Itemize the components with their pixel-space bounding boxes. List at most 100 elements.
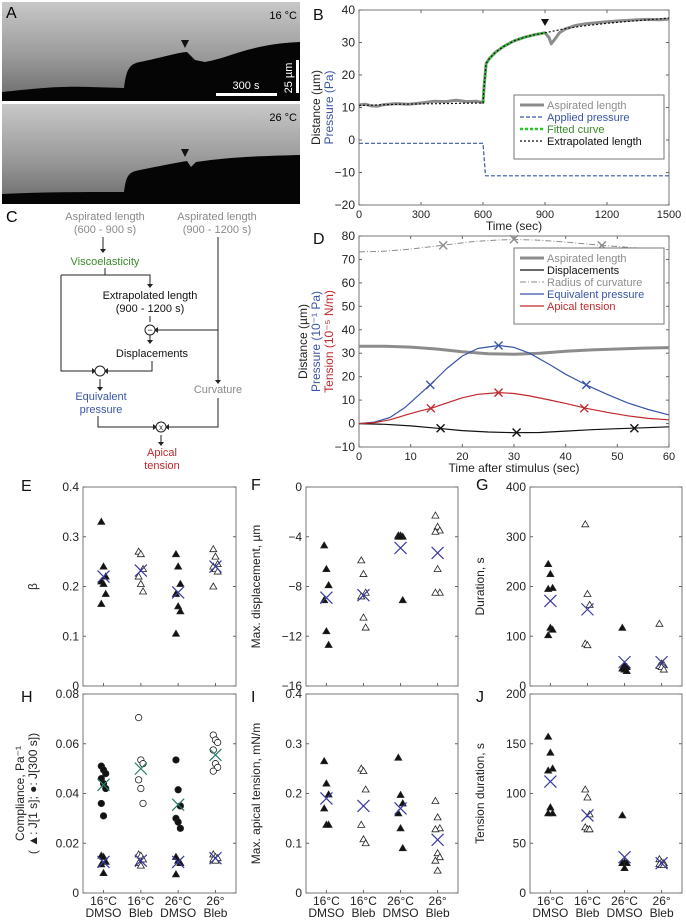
x-tick-label: 1200 bbox=[595, 209, 619, 221]
y-tick-label: 40 bbox=[342, 3, 356, 17]
data-point-triangle bbox=[138, 587, 148, 595]
panel-i-chart: I 0 0.1 0.2 0.3 0.4 Max. apical tension, mN/m 1… bbox=[249, 687, 459, 920]
panel-b-chart: B −20 −10 0 10 20 30 40 Distance (µm) Pressure (P… bbox=[309, 3, 681, 233]
y-tick-label: 0 bbox=[72, 679, 79, 693]
category-label-line1: 26° bbox=[429, 894, 447, 908]
data-point-triangle bbox=[359, 569, 368, 577]
mean-marker bbox=[319, 792, 333, 805]
y-tick-label: 400 bbox=[506, 480, 526, 494]
data-point-triangle bbox=[431, 511, 440, 519]
y-tick-label: 50 bbox=[513, 836, 527, 850]
data-point-triangle bbox=[581, 520, 590, 528]
arrowhead-icon bbox=[181, 149, 189, 157]
x-marker bbox=[579, 403, 589, 413]
arrowhead-icon bbox=[541, 19, 549, 26]
x-tick-label: 300 bbox=[412, 209, 430, 221]
data-point-triangle bbox=[319, 756, 329, 765]
data-point-circle bbox=[102, 784, 110, 793]
x-marker bbox=[512, 427, 522, 437]
data-point-triangle bbox=[543, 584, 553, 592]
legend-entry: Fitted curve bbox=[547, 124, 604, 136]
series-line-aspirated-length bbox=[358, 17, 670, 108]
data-point-triangle bbox=[396, 824, 405, 832]
data-point-circle bbox=[176, 824, 184, 832]
data-point-triangle bbox=[324, 580, 333, 589]
y-axis-label: Pressure (10⁻¹ Pa) bbox=[309, 291, 323, 392]
x-axis-label: Time after stimulus (sec) bbox=[449, 461, 580, 475]
x-tick-label: 10 bbox=[405, 451, 417, 463]
category-label-line1: 26° bbox=[206, 894, 224, 908]
panel-letter-f: F bbox=[251, 477, 261, 494]
data-point-triangle bbox=[361, 785, 370, 793]
panel-letter-e: E bbox=[21, 478, 32, 495]
kymograph-16c-tissue bbox=[2, 42, 300, 101]
category-label-line2: DMSO bbox=[607, 906, 643, 920]
y-tick-label: 50 bbox=[342, 299, 356, 313]
subtract-operator-icon bbox=[144, 324, 156, 336]
data-point-triangle bbox=[209, 544, 218, 553]
series-line-displacements bbox=[358, 423, 670, 434]
panel-letter-c: C bbox=[6, 209, 18, 226]
mean-marker bbox=[209, 748, 222, 762]
panel-letter-g: G bbox=[476, 477, 488, 494]
time-scalebar-label: 300 s bbox=[233, 80, 260, 92]
mean-marker bbox=[209, 851, 222, 865]
data-point-triangle bbox=[433, 564, 442, 572]
data-point-triangle bbox=[431, 825, 440, 833]
y-axis-label: ( ▲: J[1 s]; ●: J[300 s]) bbox=[26, 733, 40, 854]
y-tick-label: −12 bbox=[282, 629, 303, 643]
category-label-line2: Bleb bbox=[129, 906, 153, 920]
y-tick-label: 300 bbox=[506, 530, 526, 544]
category-label-line1: 16°C bbox=[537, 894, 564, 908]
series-line-radius-of-curvature bbox=[358, 239, 670, 253]
length-scalebar bbox=[296, 60, 299, 93]
data-point-triangle bbox=[398, 843, 407, 852]
data-point-triangle bbox=[435, 852, 445, 861]
x-marker bbox=[581, 380, 591, 390]
data-point-triangle bbox=[548, 583, 557, 591]
data-point-triangle bbox=[136, 579, 146, 587]
node-aspirated-late-range: (900 - 1200 s) bbox=[183, 224, 251, 236]
category-label-line2: DMSO bbox=[383, 906, 419, 920]
legend-entry: Displacements bbox=[547, 265, 620, 277]
data-point-triangle bbox=[136, 549, 146, 558]
category-label-line2: DMSO bbox=[532, 906, 568, 920]
label-26c: 26 °C bbox=[269, 112, 297, 124]
data-point-triangle bbox=[396, 790, 405, 798]
node-aspirated-late: Aspirated length bbox=[177, 211, 257, 223]
multiply-operator-symbol: x bbox=[159, 423, 163, 432]
y-tick-label: 0.08 bbox=[56, 687, 80, 701]
data-point-triangle bbox=[581, 785, 590, 793]
x-tick-label: 600 bbox=[474, 209, 492, 221]
mean-marker bbox=[171, 586, 185, 599]
data-point-triangle bbox=[176, 579, 185, 587]
mean-marker bbox=[209, 560, 222, 574]
y-tick-label: 0.4 bbox=[62, 480, 79, 494]
data-point-triangle bbox=[136, 861, 146, 869]
data-point-triangle bbox=[655, 619, 664, 627]
subtract-operator-symbol: − bbox=[147, 325, 152, 335]
y-tick-label: −8 bbox=[288, 580, 302, 594]
y-axis-label: Max. apical tension, mN/m bbox=[249, 723, 263, 864]
data-point-circle bbox=[214, 738, 222, 747]
legend-entry: Apical tension bbox=[547, 301, 616, 313]
y-tick-label: 0.2 bbox=[285, 787, 302, 801]
category-label-line1: 16°C bbox=[350, 894, 377, 908]
data-point-circle bbox=[135, 714, 143, 722]
node-displacements: Displacements bbox=[116, 348, 189, 360]
mean-marker bbox=[543, 775, 557, 788]
panel-f-chart: F −16 −12 −8 −4 0 Max. displacement, µm bbox=[249, 477, 459, 693]
data-point-triangle bbox=[546, 569, 555, 577]
x-tick-label: 1500 bbox=[657, 209, 681, 221]
label-16c: 16 °C bbox=[269, 10, 297, 22]
data-point-triangle bbox=[134, 572, 143, 580]
data-point-triangle bbox=[324, 820, 333, 828]
category-label-line2: Bleb bbox=[351, 906, 375, 920]
y-tick-label: 10 bbox=[342, 101, 356, 115]
data-point-triangle bbox=[435, 824, 445, 832]
data-point-circle bbox=[99, 812, 108, 820]
mean-marker bbox=[431, 546, 445, 560]
